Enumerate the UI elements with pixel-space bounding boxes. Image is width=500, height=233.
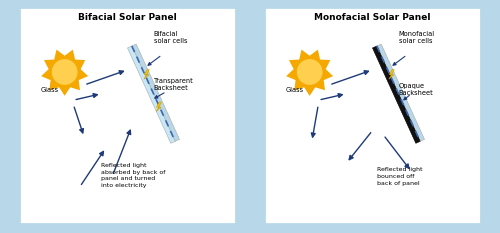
Polygon shape	[132, 44, 180, 141]
Text: Bifacial
solar cells: Bifacial solar cells	[154, 31, 187, 44]
Text: Opaque
Backsheet: Opaque Backsheet	[398, 83, 434, 96]
Polygon shape	[286, 50, 333, 96]
Text: Transparent
Backsheet: Transparent Backsheet	[154, 79, 194, 92]
Text: Bifacial Solar Panel: Bifacial Solar Panel	[78, 14, 177, 23]
Polygon shape	[372, 46, 420, 143]
FancyBboxPatch shape	[19, 7, 236, 224]
Polygon shape	[377, 44, 424, 141]
Polygon shape	[389, 70, 394, 79]
Text: Glass: Glass	[41, 87, 59, 93]
Circle shape	[52, 60, 77, 84]
Polygon shape	[128, 46, 175, 143]
Text: Glass: Glass	[286, 87, 304, 93]
Polygon shape	[41, 50, 88, 96]
Text: Monofacial Solar Panel: Monofacial Solar Panel	[314, 14, 431, 23]
Polygon shape	[144, 70, 150, 79]
Polygon shape	[156, 102, 162, 112]
Circle shape	[298, 60, 322, 84]
FancyBboxPatch shape	[264, 7, 481, 224]
Text: Monofacial
solar cells: Monofacial solar cells	[398, 31, 434, 44]
Text: Reflected light
absorbed by back of
panel and turned
into electricity: Reflected light absorbed by back of pane…	[102, 163, 166, 188]
Text: Reflected light
bounced off
back of panel: Reflected light bounced off back of pane…	[377, 167, 422, 185]
